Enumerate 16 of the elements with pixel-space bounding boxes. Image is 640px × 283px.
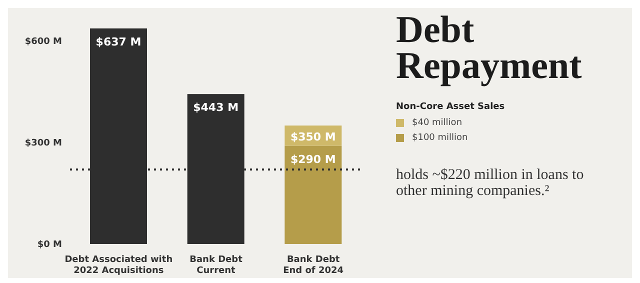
text: Debt Repayment: [396, 9, 583, 87]
x-tick-label: Bank Debt Current: [190, 255, 244, 276]
legend-label: $40 million: [411, 118, 464, 128]
bar: [284, 146, 342, 244]
y-tick-label: $0 M: [37, 240, 62, 250]
x-tick-label: Bank Debt End of 2024: [283, 255, 344, 276]
ref-line-label: holds ~$220 million in loans to other mining companies.²: [396, 167, 585, 199]
data-label: $290 M: [290, 152, 336, 166]
total-label: $350 M: [290, 130, 336, 144]
legend-title: Non-Core Asset Sales: [396, 102, 506, 112]
data-label: $637 M: [96, 35, 142, 48]
y-tick-label: $600 M: [24, 37, 62, 48]
data-label: $443 M: [193, 101, 239, 114]
x-tick-label: Debt Associated with 2022 Acquisitions: [64, 255, 173, 276]
y-tick-label: $300 M: [24, 138, 62, 149]
legend-label: $100 million: [411, 133, 469, 143]
